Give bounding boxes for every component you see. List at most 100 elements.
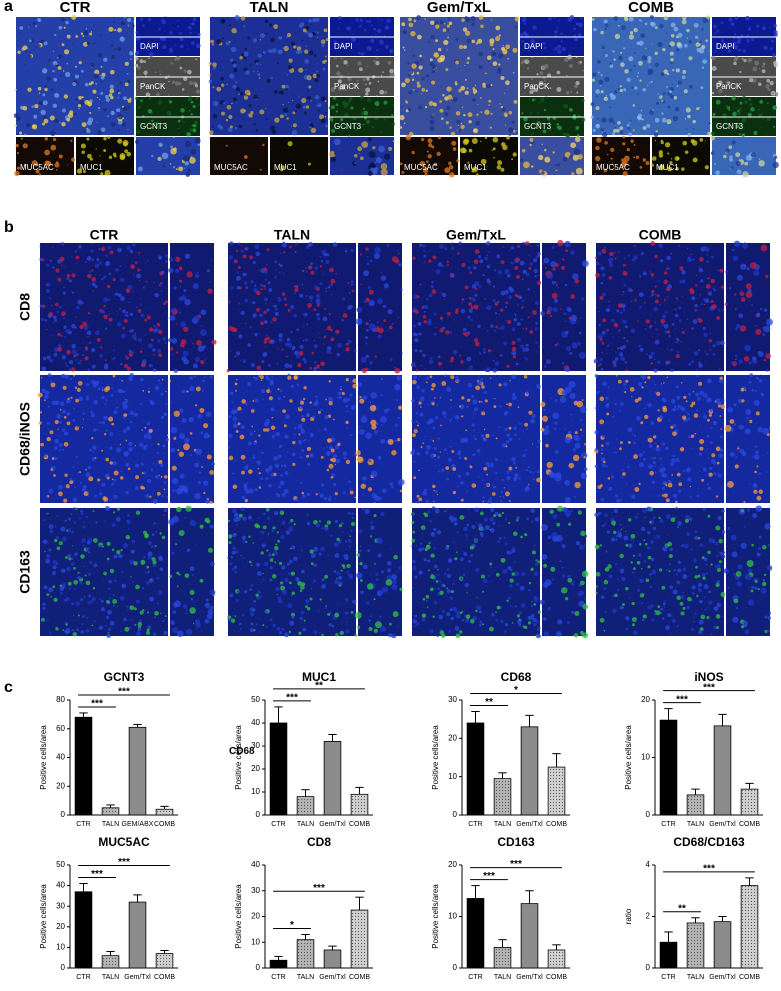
texture: [699, 293, 702, 296]
texture: [263, 285, 267, 288]
texture: [145, 92, 151, 98]
texture: [426, 381, 428, 384]
texture: [233, 423, 238, 428]
texture: [757, 426, 764, 433]
texture: [521, 39, 525, 43]
stain-label: MUC5AC: [214, 163, 248, 172]
texture: [56, 63, 58, 65]
texture: [137, 309, 142, 313]
texture: [270, 425, 276, 431]
texture: [326, 445, 329, 448]
texture: [309, 366, 312, 370]
texture: [182, 111, 184, 114]
texture: [593, 358, 599, 364]
texture: [191, 573, 194, 577]
texture: [769, 426, 771, 429]
texture: [44, 394, 49, 399]
texture: [284, 471, 289, 475]
texture: [225, 144, 228, 147]
texture: [135, 475, 139, 480]
texture: [735, 323, 741, 329]
texture: [237, 265, 241, 270]
texture: [614, 494, 619, 498]
texture: [160, 270, 165, 275]
texture: [412, 433, 416, 438]
texture: [745, 15, 750, 21]
texture: [526, 59, 528, 62]
texture: [678, 306, 682, 310]
texture: [313, 563, 317, 568]
texture: [411, 420, 414, 423]
texture: [605, 95, 608, 97]
texture: [388, 325, 393, 330]
texture: [773, 125, 776, 128]
texture: [64, 335, 67, 338]
texture: [124, 313, 127, 317]
texture: [234, 126, 238, 130]
texture: [574, 136, 581, 143]
texture: [304, 58, 310, 64]
texture: [259, 109, 265, 115]
texture: [542, 262, 545, 265]
texture: [680, 382, 683, 384]
texture: [668, 335, 671, 337]
texture: [489, 517, 495, 522]
texture: [455, 310, 459, 314]
texture: [122, 106, 128, 111]
texture: [305, 599, 310, 603]
texture: [623, 337, 626, 340]
texture: [405, 100, 409, 104]
texture: [297, 439, 303, 445]
texture: [309, 121, 311, 124]
texture: [642, 451, 645, 454]
texture: [38, 101, 42, 104]
texture: [303, 313, 307, 317]
texture: [430, 20, 435, 25]
texture: [511, 374, 516, 379]
texture: [508, 133, 511, 137]
texture: [232, 508, 237, 514]
texture: [183, 167, 186, 169]
texture: [730, 45, 734, 49]
texture: [84, 574, 87, 577]
texture: [528, 98, 531, 101]
texture: [200, 325, 202, 327]
texture: [402, 30, 407, 35]
texture: [574, 84, 578, 89]
texture: [292, 462, 296, 466]
texture: [86, 41, 91, 46]
texture: [152, 353, 155, 356]
texture: [694, 432, 697, 435]
texture: [238, 334, 243, 339]
texture: [479, 389, 481, 392]
texture: [458, 88, 462, 93]
texture: [736, 39, 741, 44]
texture: [262, 525, 267, 530]
texture: [689, 288, 694, 293]
texture: [560, 32, 564, 35]
texture: [677, 80, 682, 85]
texture: [399, 587, 403, 591]
micrograph: [76, 135, 134, 176]
texture: [343, 553, 349, 559]
texture: [676, 338, 680, 342]
texture: [320, 455, 324, 459]
texture: [486, 241, 491, 246]
texture: [228, 255, 233, 260]
texture: [189, 566, 195, 571]
texture: [240, 425, 245, 430]
texture: [49, 358, 54, 363]
texture: [580, 297, 585, 301]
texture: [738, 48, 742, 52]
texture: [431, 69, 435, 74]
texture: [592, 128, 596, 132]
texture: [650, 272, 655, 277]
texture: [498, 313, 500, 315]
texture: [147, 343, 153, 349]
texture: [670, 94, 675, 99]
texture: [438, 136, 442, 140]
texture: [505, 319, 507, 321]
texture: [668, 350, 670, 352]
texture: [633, 441, 636, 445]
texture: [380, 168, 388, 176]
